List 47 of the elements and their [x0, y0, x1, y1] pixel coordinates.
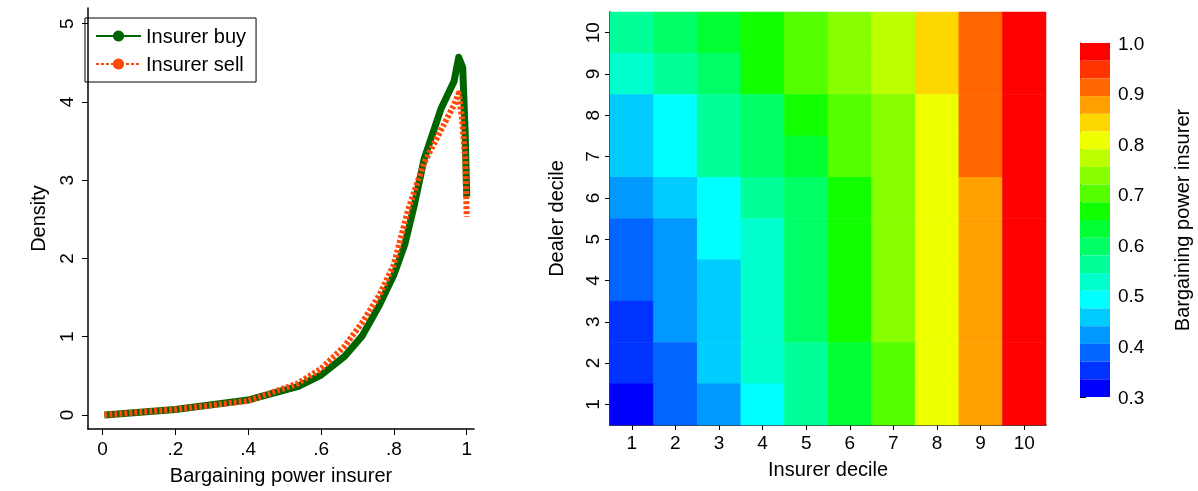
y-tick-label: 7 [582, 151, 603, 162]
color-bar-label: 0.4 [1118, 335, 1145, 357]
y-tick-label: 6 [582, 192, 603, 204]
color-bar-label: 0.8 [1118, 133, 1145, 155]
color-bar-label: 0.3 [1118, 386, 1145, 408]
x-tick-label: 4 [757, 432, 769, 453]
y-axis-title: Dealer decile [545, 160, 567, 277]
y-tick-label: 5 [582, 233, 603, 245]
y-tick-label: 9 [582, 68, 603, 80]
color-bar-title: Bargaining power insurer [1171, 108, 1193, 332]
x-tick-label: .4 [240, 438, 257, 459]
x-tick-label: 2 [670, 432, 681, 453]
color-bar-label: 0.6 [1118, 234, 1145, 256]
y-tick-label: 2 [582, 357, 603, 369]
x-axis-title: Insurer decile [767, 458, 889, 480]
x-tick-label: 1 [626, 432, 638, 453]
color-bar-label: 0.5 [1118, 285, 1145, 307]
y-tick-label: 8 [582, 109, 603, 121]
y-tick-label: 3 [582, 316, 603, 328]
x-tick-label: 6 [844, 432, 856, 453]
x-tick-label: 1 [461, 438, 473, 459]
y-axis-title: Density [27, 185, 49, 252]
x-tick-label: 7 [888, 432, 899, 453]
color-bar-label: 0.7 [1118, 184, 1145, 206]
y-tick-label: 5 [56, 18, 77, 29]
legend-label: Insurer buy [146, 25, 247, 47]
x-tick-label: 0 [97, 438, 108, 459]
x-axis-title: Bargaining power insurer [169, 464, 393, 486]
x-tick-label: 3 [713, 432, 725, 453]
y-tick-label: 3 [56, 174, 77, 186]
y-tick-label: 10 [582, 22, 603, 44]
y-tick-label: 1 [56, 331, 77, 342]
x-tick-label: 5 [800, 432, 812, 453]
y-tick-label: 1 [582, 399, 603, 410]
x-tick-label: 10 [1013, 432, 1035, 453]
x-tick-label: 9 [975, 432, 986, 453]
x-tick-label: .6 [313, 438, 329, 459]
legend-label: Insurer sell [146, 53, 244, 75]
y-tick-label: 4 [56, 96, 77, 108]
color-bar-label: 1.0 [1118, 32, 1145, 54]
y-tick-label: 0 [56, 409, 77, 421]
x-tick-label: .2 [167, 438, 184, 459]
y-tick-label: 2 [56, 253, 77, 264]
color-bar-label: 0.9 [1118, 83, 1145, 105]
y-tick-label: 4 [582, 274, 603, 286]
x-tick-label: 8 [931, 432, 943, 453]
x-tick-label: .8 [385, 438, 402, 459]
